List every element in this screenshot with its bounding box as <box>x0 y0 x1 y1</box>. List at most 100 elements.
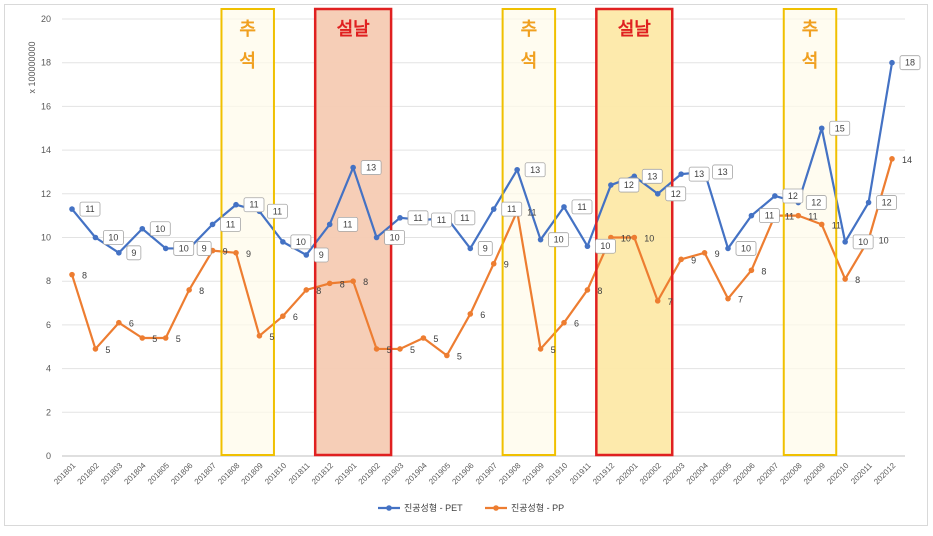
data-label-box <box>876 195 897 210</box>
x-tick-label: 201805 <box>146 461 172 487</box>
data-point <box>701 249 708 256</box>
data-label-box <box>243 197 265 213</box>
chuseok-label: 석 <box>521 51 538 71</box>
x-tick-label: 201912 <box>591 461 617 487</box>
x-tick-label: 201806 <box>169 461 195 487</box>
x-tick-label: 202004 <box>685 461 711 487</box>
data-label: 10 <box>644 234 654 244</box>
data-label-box <box>688 166 710 182</box>
data-label-box <box>477 241 493 256</box>
seollal-band <box>315 9 392 455</box>
data-label: 9 <box>504 260 509 270</box>
data-label: 8 <box>855 275 860 285</box>
data-label: 6 <box>293 312 298 322</box>
data-point <box>92 234 99 241</box>
data-point <box>326 221 333 228</box>
data-label: 13 <box>647 171 657 181</box>
seollal-label: 설날 <box>337 19 371 39</box>
data-label: 10 <box>108 233 118 243</box>
data-label: 5 <box>176 334 181 344</box>
data-label-box <box>735 241 757 256</box>
data-point <box>444 352 450 359</box>
data-label-box <box>220 216 241 232</box>
y-tick-label: 2 <box>46 407 51 417</box>
data-point <box>350 278 356 285</box>
data-point <box>608 182 614 188</box>
data-label-box <box>899 55 921 71</box>
data-point <box>748 212 755 219</box>
data-label: 10 <box>621 234 631 244</box>
holiday-highlights: 추석 설날 추석 설날 추석 <box>220 7 838 457</box>
y-tick-label: 0 <box>46 451 51 461</box>
data-point <box>116 319 122 326</box>
x-tick-label: 201910 <box>544 461 570 487</box>
data-point <box>537 346 544 352</box>
data-label: 11 <box>413 213 422 223</box>
y-tick-label: 14 <box>41 145 51 155</box>
data-label: 12 <box>671 189 681 199</box>
data-label: 10 <box>296 237 306 247</box>
data-label: 11 <box>85 204 94 214</box>
data-point <box>725 245 731 252</box>
data-label: 11 <box>785 212 794 222</box>
data-point <box>326 280 333 287</box>
data-label-box <box>173 241 195 256</box>
data-label-box <box>501 201 523 217</box>
data-point <box>795 212 802 219</box>
data-label: 5 <box>551 345 556 355</box>
x-tick-label: 202006 <box>732 461 758 487</box>
data-label: 5 <box>105 345 110 355</box>
x-tick-label: 201803 <box>99 461 125 487</box>
data-point <box>209 221 216 228</box>
data-label: 7 <box>738 295 743 305</box>
data-label-box <box>454 210 476 226</box>
data-label: 11 <box>273 206 282 216</box>
data-point <box>139 335 146 341</box>
data-label-box <box>665 186 687 202</box>
x-tick-label: 201808 <box>216 461 242 487</box>
data-point <box>842 276 848 282</box>
data-point <box>818 221 825 228</box>
data-point <box>818 125 825 132</box>
data-point <box>467 311 474 317</box>
data-point <box>373 346 380 352</box>
data-label: 9 <box>319 250 324 260</box>
data-label: 9 <box>131 248 136 258</box>
data-label: 6 <box>129 319 134 329</box>
data-point <box>303 252 310 258</box>
legend-label: 진공성형 - PET <box>404 503 463 513</box>
x-tick-label: 201905 <box>427 461 453 487</box>
data-label: 5 <box>433 334 438 344</box>
legend-marker <box>386 505 392 511</box>
data-point <box>116 249 122 256</box>
x-tick-label: 201804 <box>122 461 148 487</box>
data-label: 12 <box>882 198 892 208</box>
data-label-box <box>431 212 452 228</box>
data-label: 9 <box>483 243 488 253</box>
seollal-label: 설날 <box>618 19 652 39</box>
data-label: 6 <box>480 310 485 320</box>
data-label: 10 <box>554 235 564 245</box>
data-label: 13 <box>694 169 704 179</box>
data-label: 9 <box>715 249 720 259</box>
data-label-box <box>805 195 827 210</box>
data-point <box>725 295 731 302</box>
data-label: 8 <box>199 286 204 296</box>
data-point <box>397 215 403 221</box>
chuseok-label: 추 <box>239 19 256 39</box>
legend-marker <box>493 505 499 511</box>
y-tick-label: 18 <box>41 58 51 68</box>
data-label: 11 <box>808 212 817 222</box>
data-labels: 11 10 9 10 10 9 11 11 11 10 9 11 13 10 11 11 11 9 11 13 10 11… <box>79 55 921 361</box>
gridlines <box>62 18 905 457</box>
chuseok-label: 추 <box>521 19 538 39</box>
chuseok-band <box>783 9 837 455</box>
x-tick-label: 201810 <box>263 461 289 487</box>
data-label-box <box>79 201 101 217</box>
data-label: 5 <box>387 345 392 355</box>
data-point <box>186 287 192 293</box>
data-label: 6 <box>574 319 579 329</box>
data-label-box <box>595 238 616 254</box>
series-lines <box>69 59 895 359</box>
